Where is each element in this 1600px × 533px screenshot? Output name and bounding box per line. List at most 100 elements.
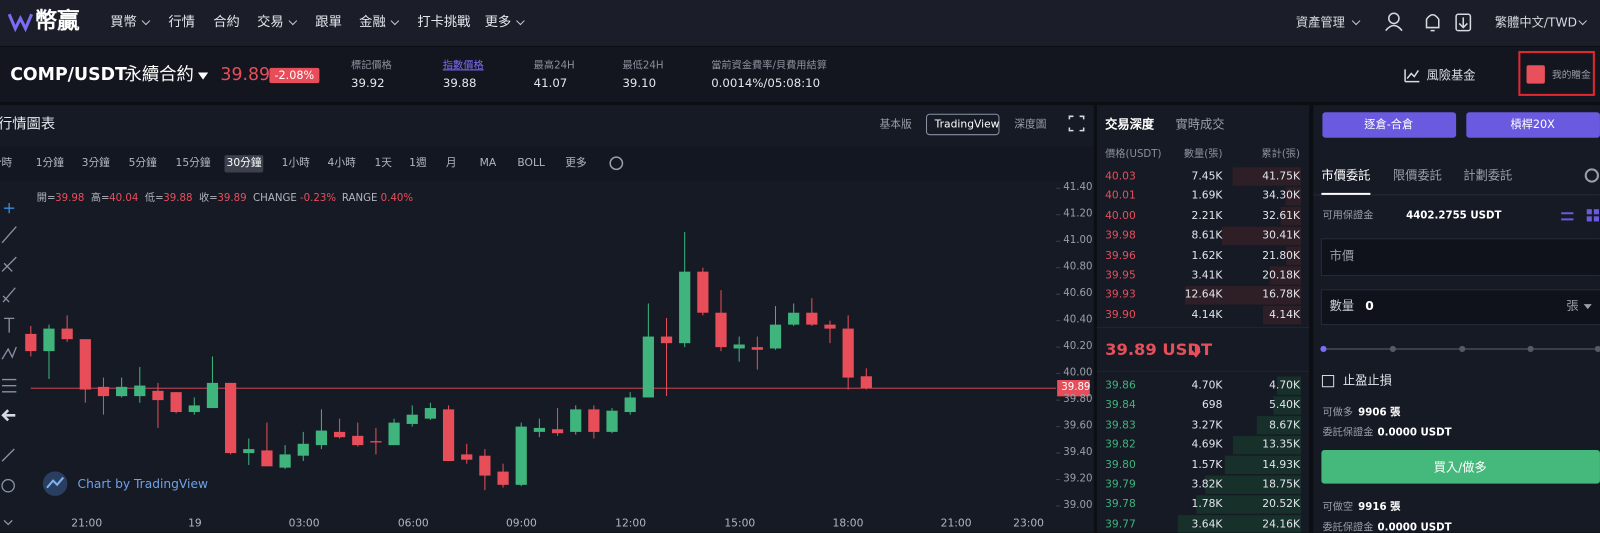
language-menu[interactable]: 繁體中文/TWD — [1494, 15, 1578, 30]
leverage[interactable]: 槓桿20X — [1510, 117, 1555, 132]
nav-item[interactable]: 金融 — [359, 14, 386, 31]
book-qty: 1.69K — [1191, 189, 1223, 203]
book-cum: 41.75K — [1262, 170, 1300, 183]
margin-mode[interactable]: 逐倉-合倉 — [1364, 117, 1414, 132]
legend-value: -0.23% — [299, 192, 337, 205]
settings-icon[interactable] — [609, 156, 624, 171]
margin-value: 0.0000 USDT — [1377, 427, 1452, 439]
leverage-button[interactable] — [1466, 112, 1600, 138]
price-input-text[interactable]: 市價 — [1329, 248, 1355, 264]
book-cum: 34.30K — [1262, 189, 1300, 203]
book-price[interactable]: 39.84 — [1105, 399, 1136, 412]
contract-type[interactable]: 永續合約 — [124, 64, 194, 86]
risk-fund[interactable]: 風險基金 — [1426, 68, 1476, 83]
fullscreen-icon[interactable] — [1068, 115, 1085, 132]
price-chart — [25, 187, 1090, 507]
nav-item[interactable]: 行情 — [168, 14, 195, 31]
interval[interactable]: 分時 — [0, 156, 13, 170]
interval[interactable]: 1天 — [374, 156, 393, 170]
margin-mode-button[interactable] — [1322, 112, 1457, 138]
interval[interactable]: 3分鐘 — [81, 156, 110, 170]
dropdown-icon[interactable] — [197, 72, 209, 80]
interval[interactable]: BOLL — [517, 156, 545, 170]
book-price[interactable]: 39.86 — [1105, 379, 1136, 392]
nav-item[interactable]: 買幣 — [110, 14, 137, 31]
interval[interactable]: MA — [479, 156, 497, 170]
interval[interactable]: 30分鐘 — [226, 156, 262, 170]
assets-menu[interactable]: 資產管理 — [1295, 15, 1345, 30]
book-price[interactable]: 40.01 — [1105, 189, 1136, 203]
interval[interactable]: 更多 — [565, 156, 587, 170]
unit-dropdown[interactable] — [1583, 304, 1592, 310]
x-tick-label: 21:00 — [71, 517, 103, 530]
qty-value[interactable]: 0 — [1365, 298, 1374, 314]
interval[interactable]: 1分鐘 — [35, 156, 64, 170]
book-price[interactable]: 40.03 — [1105, 170, 1136, 183]
buy-label[interactable]: 買入/做多 — [1433, 460, 1487, 475]
book-price[interactable]: 39.96 — [1105, 249, 1136, 262]
stat-label: 標記價格 — [351, 60, 392, 72]
book-tab[interactable]: 實時成交 — [1175, 117, 1225, 132]
tp-sl-checkbox[interactable] — [1321, 374, 1335, 388]
book-price[interactable]: 39.82 — [1105, 438, 1136, 451]
book-price[interactable]: 39.90 — [1105, 308, 1136, 321]
interval[interactable]: 4小時 — [327, 156, 356, 170]
bonus[interactable]: 我的贈金 — [1552, 69, 1591, 81]
qty-slider[interactable] — [1320, 345, 1600, 353]
interval[interactable]: 15分鐘 — [175, 156, 211, 170]
ticker-bar — [0, 46, 1600, 103]
order-tab[interactable]: 計劃委託 — [1463, 168, 1513, 183]
symbol[interactable]: COMP/USDT — [10, 64, 127, 86]
book-price[interactable]: 39.80 — [1105, 458, 1136, 471]
nav-item[interactable]: 交易 — [257, 14, 284, 31]
y-tick-label: 41.00 — [1063, 235, 1093, 247]
book-price[interactable]: 39.93 — [1105, 288, 1136, 302]
candle-body — [551, 429, 564, 434]
book-price[interactable]: 39.78 — [1105, 498, 1136, 511]
drawing-tools[interactable] — [1, 203, 17, 526]
bonus-icon — [1526, 65, 1545, 84]
tp-sl-label[interactable]: 止盈止損 — [1342, 373, 1392, 388]
order-tab[interactable]: 限價委託 — [1392, 168, 1442, 183]
grid-icon[interactable] — [1586, 209, 1599, 222]
nav-item[interactable]: 合約 — [213, 14, 240, 31]
interval-selected — [224, 155, 264, 173]
candle-body — [624, 397, 636, 413]
candle-body — [533, 427, 545, 432]
nav-item[interactable]: 更多 — [484, 14, 512, 31]
interval[interactable]: 1週 — [409, 156, 427, 170]
nav-icons[interactable] — [1385, 12, 1472, 32]
book-price[interactable]: 39.98 — [1105, 229, 1136, 242]
book-price[interactable]: 40.00 — [1105, 209, 1136, 222]
depth-bar — [1232, 435, 1302, 455]
nav-item[interactable]: 跟單 — [315, 14, 342, 31]
settings-icon[interactable] — [1584, 168, 1599, 183]
book-price[interactable]: 39.83 — [1105, 418, 1136, 432]
logo[interactable]: 幣贏 — [34, 9, 80, 35]
interval[interactable]: 1小時 — [281, 156, 310, 170]
book-price[interactable]: 39.95 — [1105, 269, 1136, 282]
nav-item[interactable]: 打卡挑戰 — [417, 14, 471, 31]
view-tab[interactable]: TradingView — [934, 118, 1000, 131]
order-tab[interactable]: 市價委託 — [1321, 168, 1371, 183]
book-qty: 3.41K — [1191, 269, 1223, 282]
candle-body — [842, 328, 854, 378]
view-tab[interactable]: 基本版 — [879, 118, 912, 131]
price-input[interactable] — [1320, 238, 1600, 277]
interval[interactable]: 5分鐘 — [128, 156, 157, 170]
stat-label[interactable]: 指數價格 — [442, 60, 484, 72]
view-selected — [926, 113, 1000, 136]
qty-unit[interactable]: 張 — [1566, 298, 1579, 314]
interval[interactable]: 月 — [445, 156, 457, 170]
view-tab[interactable]: 深度圖 — [1014, 118, 1047, 131]
book-tab[interactable]: 交易深度 — [1105, 117, 1155, 132]
book-cum: 20.18K — [1262, 269, 1300, 282]
qty-input[interactable] — [1320, 289, 1600, 325]
buy-button[interactable] — [1321, 449, 1600, 484]
swap-icon[interactable] — [1561, 212, 1574, 221]
legend-value: 39.88 — [163, 192, 193, 205]
book-price[interactable]: 39.79 — [1105, 478, 1136, 491]
candle-body — [515, 426, 527, 485]
candle-body — [333, 431, 346, 438]
book-price[interactable]: 39.77 — [1105, 517, 1136, 531]
